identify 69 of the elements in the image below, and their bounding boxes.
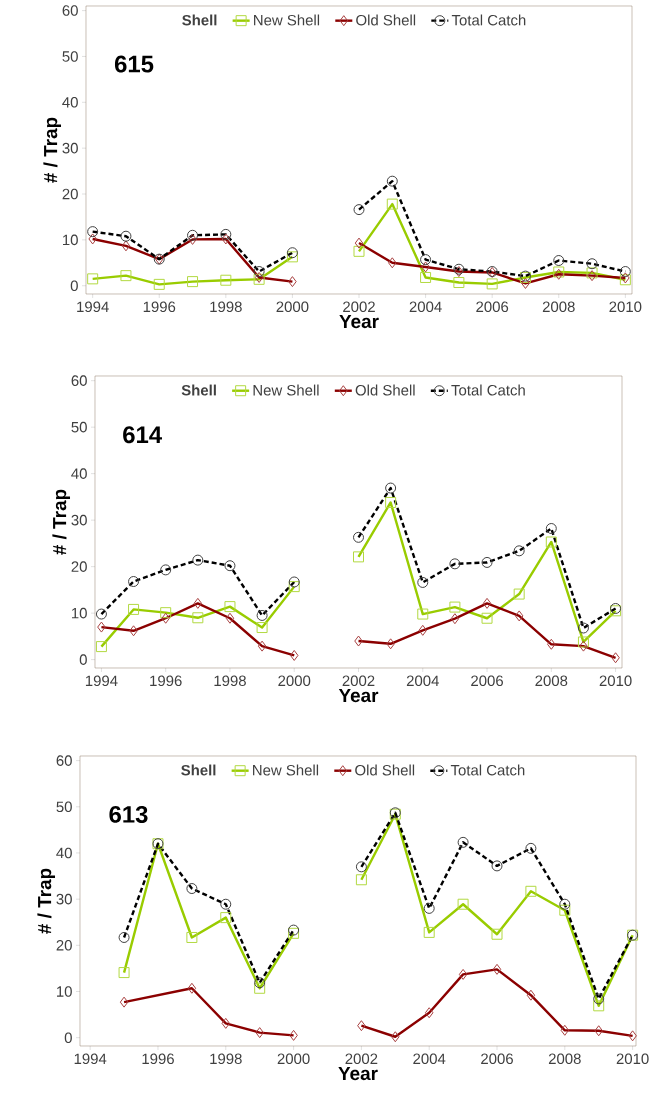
x-tick-label: 2008 bbox=[549, 1053, 581, 1065]
y-tick-label: 20 bbox=[56, 940, 73, 951]
x-tick-label: 2000 bbox=[276, 301, 309, 313]
y-tick-label: 50 bbox=[62, 51, 79, 62]
legend-label: New Shell bbox=[253, 384, 319, 396]
x-tick-label: 2006 bbox=[481, 1053, 514, 1065]
y-tick-label: 0 bbox=[70, 280, 79, 292]
x-tick-label: 1998 bbox=[210, 301, 243, 313]
y-tick-label: 0 bbox=[79, 654, 88, 665]
x-axis-title: Year bbox=[339, 688, 379, 703]
y-tick-label: 40 bbox=[62, 97, 79, 108]
x-tick-label: 2008 bbox=[543, 301, 575, 313]
x-tick-label: 1994 bbox=[86, 675, 118, 687]
y-tick-label: 30 bbox=[71, 514, 88, 526]
x-tick-label: 2008 bbox=[535, 675, 568, 687]
y-tick-label: 20 bbox=[71, 561, 88, 572]
x-tick-label: 2004 bbox=[409, 301, 442, 313]
x-axis-title: Year bbox=[338, 1066, 378, 1081]
y-tick-label: 60 bbox=[62, 5, 79, 16]
legend-label: Old Shell bbox=[356, 14, 416, 26]
x-tick-label: 1996 bbox=[142, 1053, 175, 1065]
legend-title: Shell bbox=[181, 764, 216, 776]
legend-label: Total Catch bbox=[451, 384, 526, 396]
legend-label: Old Shell bbox=[355, 764, 415, 776]
y-tick-label: 50 bbox=[71, 421, 88, 433]
y-axis-title: # / Trap bbox=[52, 489, 71, 555]
y-tick-label: 30 bbox=[56, 893, 73, 905]
y-tick-label: 20 bbox=[62, 188, 79, 200]
y-tick-label: 40 bbox=[56, 847, 73, 859]
legend-label: New Shell bbox=[253, 764, 319, 776]
x-tick-label: 1994 bbox=[74, 1053, 107, 1065]
x-tick-label: 1998 bbox=[214, 675, 247, 687]
x-tick-label: 1998 bbox=[210, 1053, 242, 1065]
y-axis-title: # / Trap bbox=[43, 117, 62, 183]
x-tick-label: 2010 bbox=[616, 1053, 649, 1065]
legend-label: Total Catch bbox=[451, 764, 525, 776]
x-tick-label: 1996 bbox=[150, 675, 182, 687]
x-tick-label: 2002 bbox=[343, 301, 376, 313]
y-tick-label: 10 bbox=[57, 986, 73, 997]
x-tick-label: 1994 bbox=[77, 301, 110, 313]
x-tick-label: 2004 bbox=[407, 675, 440, 687]
y-tick-label: 10 bbox=[63, 234, 79, 246]
x-tick-label: 2006 bbox=[476, 301, 509, 313]
legend-label: Total Catch bbox=[452, 14, 526, 26]
x-tick-label: 2010 bbox=[609, 301, 642, 313]
x-axis-title: Year bbox=[339, 314, 379, 329]
legend-title: Shell bbox=[182, 14, 217, 26]
annotation: 614 bbox=[123, 426, 163, 444]
legend-label: New Shell bbox=[254, 14, 320, 26]
x-tick-label: 1996 bbox=[143, 301, 176, 313]
y-tick-label: 40 bbox=[71, 468, 88, 479]
y-tick-label: 50 bbox=[56, 801, 73, 813]
x-tick-label: 2010 bbox=[599, 675, 632, 687]
x-tick-label: 2002 bbox=[345, 1053, 378, 1065]
y-tick-label: 60 bbox=[71, 375, 88, 386]
x-tick-label: 2000 bbox=[277, 1053, 310, 1065]
legend-label: Old Shell bbox=[355, 384, 415, 396]
annotation: 613 bbox=[109, 805, 148, 823]
x-tick-label: 2000 bbox=[278, 675, 311, 687]
y-axis-title: # / Trap bbox=[37, 868, 56, 934]
annotation: 615 bbox=[115, 55, 154, 73]
legend-title: Shell bbox=[181, 384, 217, 396]
x-tick-label: 2004 bbox=[413, 1053, 446, 1065]
y-tick-label: 10 bbox=[72, 607, 88, 619]
y-tick-label: 30 bbox=[62, 142, 79, 154]
y-tick-label: 60 bbox=[56, 755, 73, 766]
y-tick-label: 0 bbox=[64, 1032, 73, 1043]
x-tick-label: 2006 bbox=[471, 675, 504, 687]
x-tick-label: 2002 bbox=[342, 675, 375, 687]
